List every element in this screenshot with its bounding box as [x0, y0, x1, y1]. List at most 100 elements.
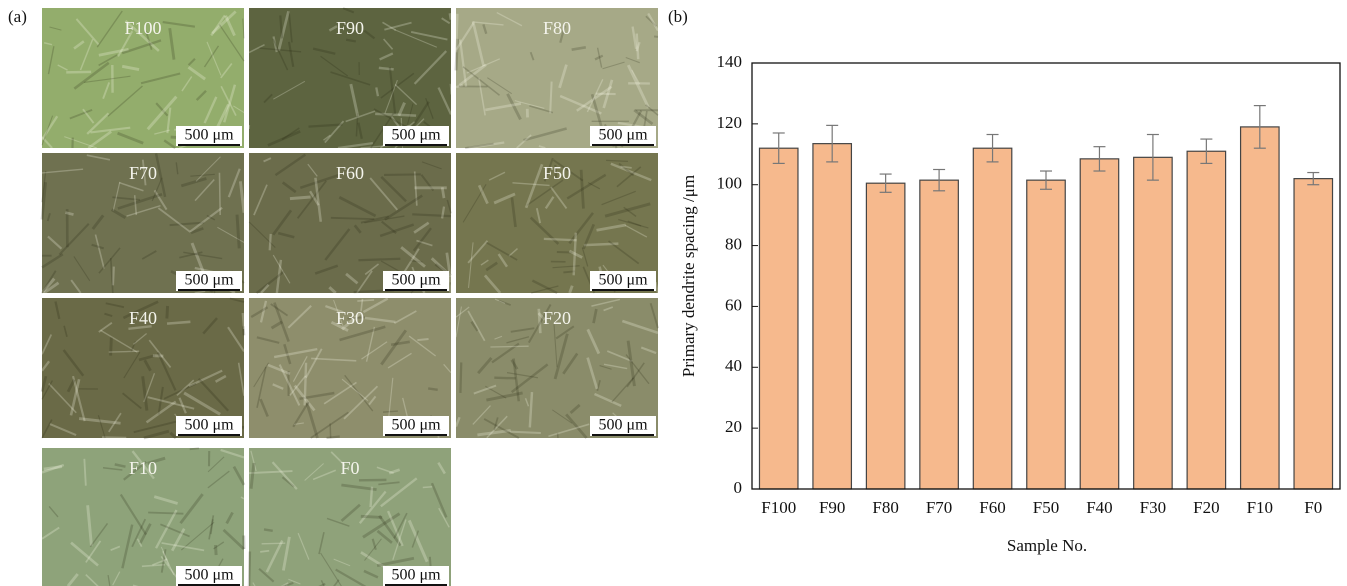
dendrite-texture	[587, 182, 601, 190]
dendrite-texture	[139, 523, 152, 544]
dendrite-texture	[553, 333, 569, 380]
dendrite-texture	[78, 417, 121, 425]
dendrite-texture	[631, 26, 638, 49]
dendrite-texture	[163, 382, 197, 400]
dendrite-texture	[41, 419, 53, 439]
dendrite-texture	[483, 274, 502, 294]
dendrite-texture	[472, 21, 504, 26]
dendrite-texture	[318, 532, 325, 555]
dendrite-texture	[165, 305, 170, 319]
dendrite-texture	[222, 528, 245, 551]
dendrite-texture	[606, 159, 628, 163]
dendrite-texture	[86, 505, 93, 546]
dendrite-texture	[220, 85, 237, 116]
dendrite-texture	[190, 227, 204, 235]
dendrite-texture	[83, 75, 131, 84]
dendrite-texture	[330, 71, 371, 86]
dendrite-texture	[314, 264, 339, 275]
dendrite-texture	[41, 136, 53, 149]
dendrite-texture	[562, 352, 579, 375]
dendrite-texture	[49, 26, 62, 31]
dendrite-texture	[227, 326, 245, 353]
dendrite-texture	[278, 364, 301, 406]
dendrite-texture	[477, 184, 489, 205]
dendrite-texture	[274, 153, 307, 177]
dendrite-texture	[604, 202, 651, 218]
dendrite-texture	[602, 79, 614, 109]
dendrite-texture	[417, 337, 429, 342]
dendrite-texture	[109, 337, 113, 356]
micrograph-image	[42, 8, 244, 148]
dendrite-texture	[87, 130, 112, 150]
dendrite-texture	[312, 47, 336, 55]
dendrite-texture	[569, 403, 581, 414]
dendrite-texture	[160, 549, 167, 573]
dendrite-texture	[384, 194, 423, 221]
dendrite-texture	[345, 272, 359, 285]
dendrite-texture	[307, 163, 318, 177]
dendrite-texture	[470, 321, 479, 332]
dendrite-texture	[471, 21, 485, 67]
dendrite-texture	[330, 451, 346, 467]
dendrite-texture	[299, 391, 335, 401]
dendrite-texture	[411, 530, 420, 548]
dendrite-texture	[202, 317, 218, 335]
dendrite-texture	[583, 242, 619, 247]
dendrite-texture	[233, 105, 245, 114]
scale-box	[383, 271, 449, 291]
micrograph: F0 500 μm	[247, 448, 451, 586]
dendrite-texture	[579, 169, 585, 209]
dendrite-texture	[64, 136, 98, 149]
dendrite-texture	[121, 39, 162, 55]
dendrite-texture	[357, 122, 363, 139]
dendrite-texture	[62, 349, 85, 377]
dendrite-texture	[237, 362, 245, 396]
dendrite-texture	[253, 184, 268, 216]
dendrite-texture	[161, 542, 205, 552]
dendrite-texture	[292, 401, 310, 428]
dendrite-texture	[324, 120, 345, 144]
dendrite-texture	[41, 168, 84, 174]
dendrite-texture	[267, 130, 301, 147]
dendrite-texture	[582, 223, 595, 250]
dendrite-texture	[361, 341, 388, 360]
dendrite-texture	[356, 270, 373, 294]
dendrite-texture	[407, 519, 429, 563]
dendrite-texture	[133, 420, 179, 434]
dendrite-texture	[168, 28, 176, 60]
dendrite-texture	[565, 413, 588, 439]
dendrite-texture	[596, 223, 626, 232]
dendrite-texture	[312, 469, 337, 481]
dendrite-texture	[375, 112, 417, 117]
dendrite-texture	[633, 108, 654, 125]
dendrite-texture	[365, 326, 376, 362]
dendrite-texture	[225, 511, 234, 525]
dendrite-texture	[183, 251, 223, 260]
dendrite-texture	[466, 58, 501, 74]
dendrite-texture	[498, 299, 511, 306]
dendrite-texture	[117, 131, 144, 145]
dendrite-texture	[162, 550, 170, 566]
dendrite-texture	[86, 154, 111, 161]
dendrite-texture	[586, 79, 604, 113]
dendrite-texture	[109, 258, 114, 294]
dendrite-texture	[94, 234, 105, 269]
dendrite-texture	[97, 415, 106, 439]
dendrite-texture	[335, 568, 367, 586]
x-tick-label: F90	[819, 498, 845, 517]
dendrite-texture	[252, 582, 256, 586]
dendrite-texture	[69, 109, 93, 120]
dendrite-texture	[535, 207, 542, 224]
micrograph: F80 500 μm	[454, 8, 659, 150]
dendrite-texture	[108, 412, 122, 433]
dendrite-texture	[273, 302, 290, 343]
bar	[1186, 150, 1227, 490]
dendrite-texture	[409, 259, 423, 263]
bar	[812, 143, 853, 490]
dendrite-texture	[358, 257, 401, 262]
dendrite-texture	[157, 386, 164, 415]
y-axis-title: Primary dendrite spacing /μm	[679, 175, 698, 377]
dendrite-texture	[440, 206, 446, 219]
dendrite-texture	[169, 431, 177, 440]
dendrite-texture	[610, 162, 652, 182]
